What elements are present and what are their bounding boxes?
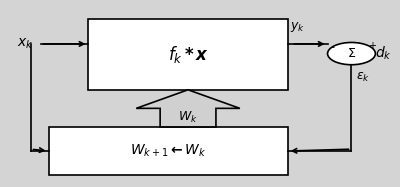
- FancyBboxPatch shape: [48, 127, 288, 175]
- FancyBboxPatch shape: [88, 19, 288, 90]
- Text: $\boldsymbol{\varepsilon_k}$: $\boldsymbol{\varepsilon_k}$: [356, 71, 370, 84]
- Text: $\boldsymbol{W_{k+1} \leftarrow W_k}$: $\boldsymbol{W_{k+1} \leftarrow W_k}$: [130, 143, 206, 159]
- Text: $\boldsymbol{W_k}$: $\boldsymbol{W_k}$: [178, 110, 198, 125]
- Text: $\boldsymbol{y_k}$: $\boldsymbol{y_k}$: [290, 20, 305, 34]
- Text: $\Sigma$: $\Sigma$: [347, 47, 356, 60]
- Circle shape: [328, 42, 375, 65]
- Text: $\boldsymbol{d_k}$: $\boldsymbol{d_k}$: [374, 45, 391, 62]
- Text: $\boldsymbol{x_k}$: $\boldsymbol{x_k}$: [17, 37, 33, 51]
- Text: -: -: [331, 42, 335, 52]
- Polygon shape: [136, 90, 240, 127]
- Text: $\boldsymbol{f_k * x}$: $\boldsymbol{f_k * x}$: [168, 44, 208, 65]
- Text: +: +: [368, 41, 376, 50]
